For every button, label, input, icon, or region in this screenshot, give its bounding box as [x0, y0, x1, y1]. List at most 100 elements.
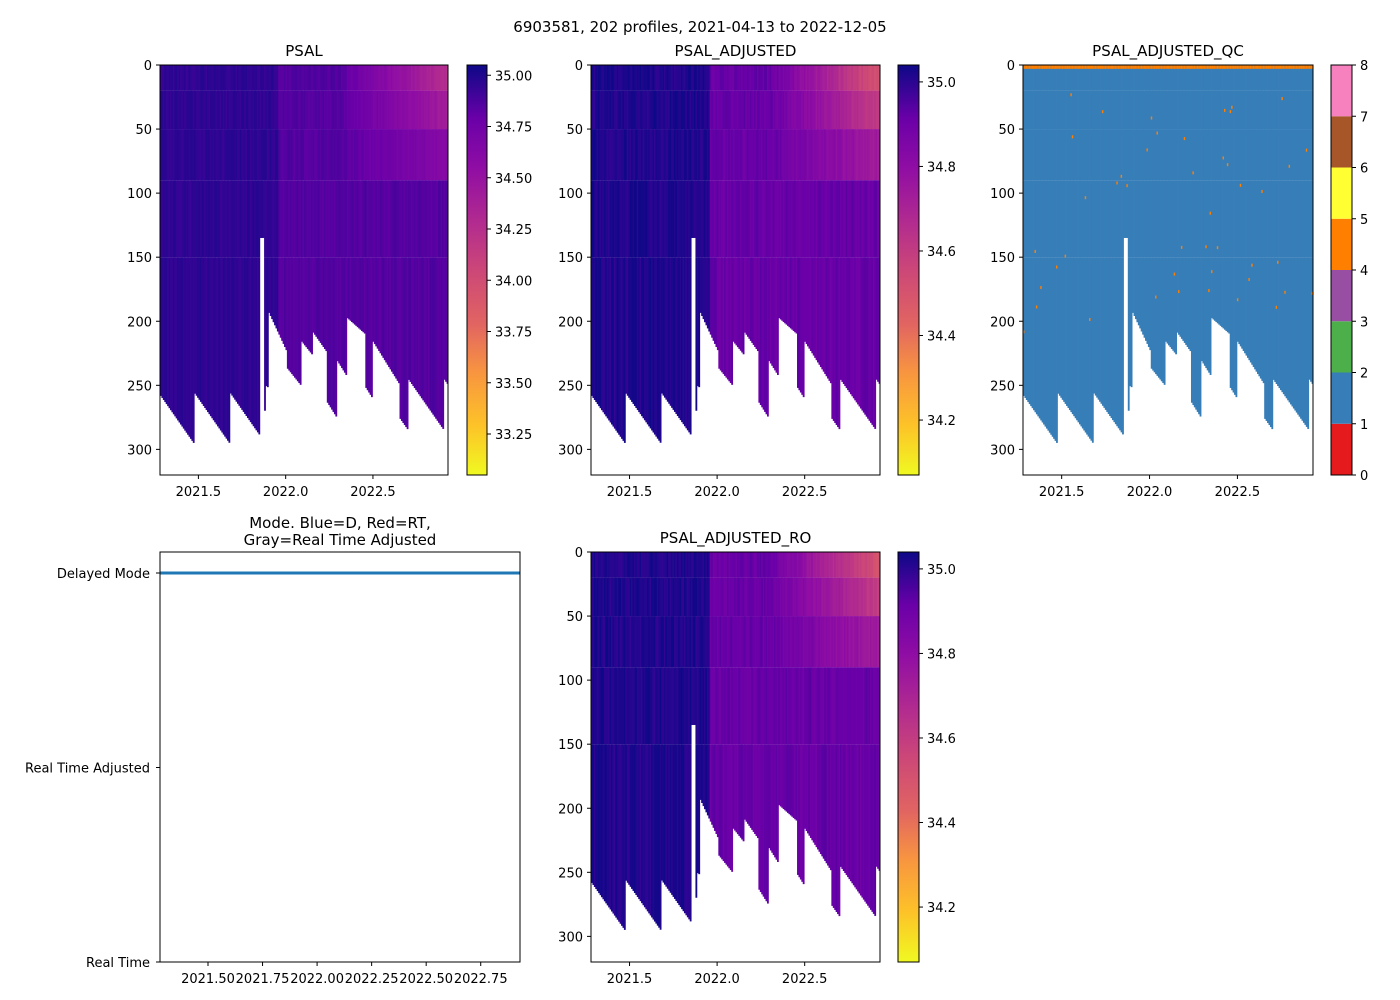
heatmap-cell [748, 257, 751, 339]
heatmap-cell [746, 90, 749, 130]
heatmap-cell [1239, 180, 1242, 258]
heatmap-cell [755, 744, 758, 837]
heatmap-cell [714, 90, 716, 130]
heatmap-cell [274, 129, 276, 181]
heatmap-cell [619, 257, 622, 437]
heatmap-cell [402, 180, 405, 258]
heatmap-cell [1035, 90, 1038, 130]
heatmap-cell [709, 257, 712, 335]
heatmap-cell [1178, 257, 1180, 335]
qc-flag-cell [1245, 65, 1248, 69]
heatmap-cell [825, 744, 828, 864]
qc-flag-cell [1209, 65, 1212, 69]
heatmap-cell [1061, 257, 1064, 400]
heatmap-cell [653, 65, 656, 91]
qc-flag-cell [1031, 65, 1034, 69]
colorbar-tick-label: 34.8 [927, 160, 956, 175]
heatmap-cell [433, 257, 436, 417]
heatmap-cell [1024, 180, 1027, 258]
heatmap-cell [611, 744, 613, 912]
heatmap-cell [262, 90, 265, 130]
heatmap-cell [1152, 90, 1155, 130]
heatmap-cell [837, 257, 839, 428]
heatmap-cell [1307, 90, 1310, 130]
qc-flag-cell [1137, 65, 1140, 69]
heatmap-cell [731, 257, 734, 385]
heatmap-cell [1281, 90, 1284, 130]
heatmap-cell [1285, 257, 1288, 399]
heatmap-cell [355, 180, 358, 258]
heatmap-cell [819, 257, 822, 368]
heatmap-cell [692, 65, 695, 91]
qc-flag-cell [1156, 131, 1159, 135]
heatmap-cell [738, 616, 741, 668]
heatmap-cell [754, 577, 756, 617]
heatmap-cell [362, 129, 365, 181]
heatmap-cell [1067, 90, 1070, 130]
heatmap-cell [858, 257, 861, 407]
heatmap-cell [1244, 90, 1246, 130]
heatmap-cell [729, 257, 732, 384]
heatmap-cell [1189, 129, 1192, 181]
heatmap-cell [1162, 257, 1165, 384]
heatmap-cell [388, 180, 390, 258]
heatmap-cell [1216, 65, 1219, 91]
heatmap-cell [265, 257, 268, 387]
heatmap-cell [789, 65, 792, 91]
qc-flag-cell [1147, 65, 1150, 69]
heatmap-cell [221, 180, 224, 258]
heatmap-cell [626, 667, 629, 745]
heatmap-cell [612, 257, 615, 427]
heatmap-cell [338, 180, 341, 258]
heatmap-cell [746, 744, 749, 824]
heatmap-cell [1209, 180, 1212, 258]
heatmap-cell [1159, 129, 1162, 181]
heatmap-cell [1193, 65, 1196, 91]
heatmap-cell [229, 65, 232, 91]
heatmap-cell [643, 257, 646, 421]
heatmap-cell [1216, 90, 1219, 130]
heatmap-cell [389, 90, 392, 130]
heatmap-cell [862, 552, 865, 578]
heatmap-cell [818, 552, 821, 578]
heatmap-cell [729, 616, 732, 668]
heatmap-cell [178, 180, 181, 258]
heatmap-cell [781, 552, 784, 578]
heatmap-cell [599, 616, 602, 668]
heatmap-cell [249, 257, 252, 423]
x-tick-label: 2021.75 [236, 972, 290, 987]
heatmap-cell [643, 744, 646, 908]
heatmap-cell [1140, 257, 1143, 332]
heatmap-cell [390, 129, 393, 181]
heatmap-cell [611, 577, 613, 617]
qc-flag-cell [1056, 265, 1059, 269]
heatmap-cell [422, 90, 425, 130]
heatmap-cell [442, 129, 445, 181]
heatmap-cell [718, 552, 721, 578]
heatmap-cell [658, 257, 661, 441]
heatmap-cell [415, 129, 418, 181]
heatmap-cell [606, 180, 609, 258]
heatmap-cell [616, 744, 619, 920]
heatmap-cell [368, 65, 370, 91]
colorbar-tick-label: 34.2 [927, 414, 956, 429]
heatmap-cell [679, 616, 682, 668]
heatmap-cell [1093, 129, 1096, 181]
heatmap-cell [746, 616, 749, 668]
heatmap-cell [848, 616, 851, 668]
heatmap-cell [712, 257, 715, 341]
heatmap-cell [696, 667, 699, 745]
heatmap-cell [738, 180, 741, 258]
heatmap-cell [845, 616, 848, 668]
heatmap-cell [711, 552, 714, 578]
heatmap-cell [242, 180, 245, 258]
qc-flag-cell [1288, 164, 1291, 168]
heatmap-cell [1110, 65, 1113, 91]
heatmap-cell [284, 90, 286, 130]
heatmap-cell [735, 129, 738, 181]
heatmap-cell [1302, 257, 1305, 423]
heatmap-cell [1298, 90, 1301, 130]
heatmap-cell [808, 180, 811, 258]
heatmap-cell [672, 65, 675, 91]
heatmap-cell [633, 90, 636, 130]
